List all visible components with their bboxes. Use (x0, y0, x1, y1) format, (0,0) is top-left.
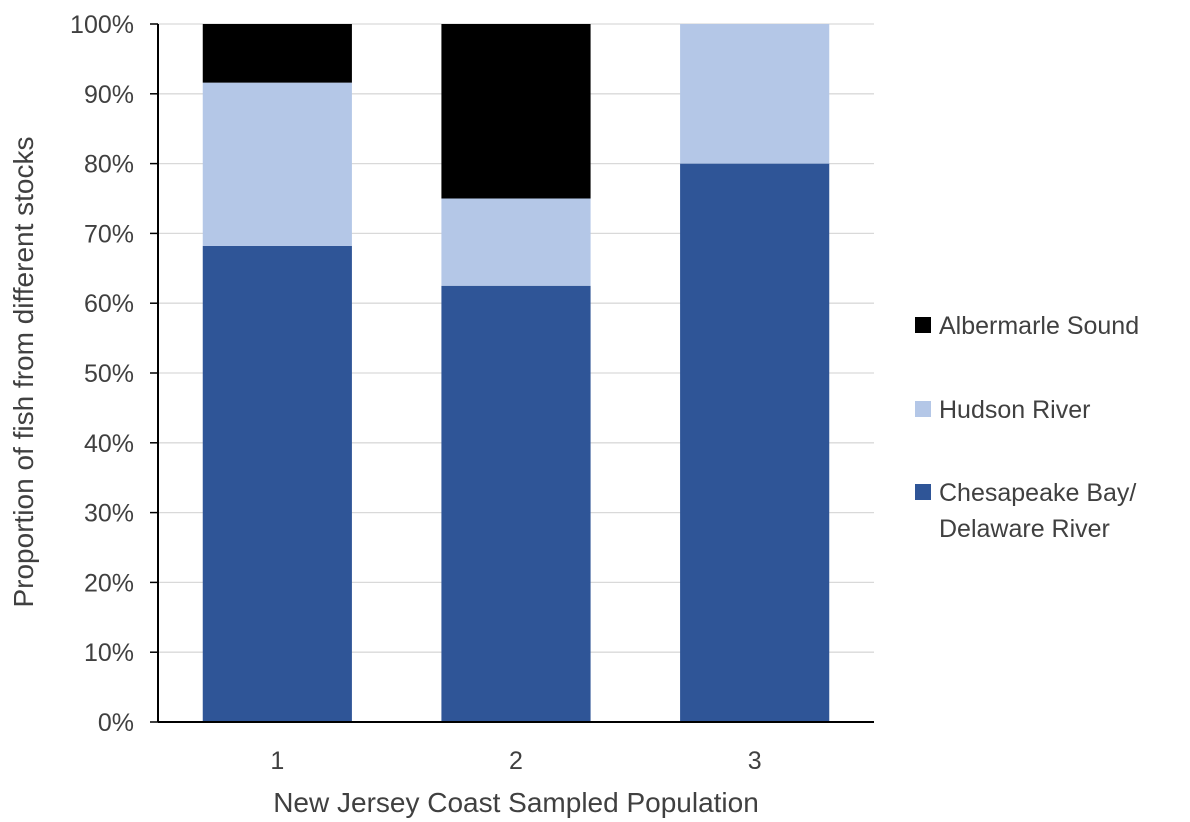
y-tick-label: 50% (84, 360, 134, 388)
y-tick-label: 60% (84, 290, 134, 318)
bars (202, 24, 830, 723)
y-tick-label: 40% (84, 430, 134, 458)
legend-swatch (915, 401, 931, 417)
legend-label: Hudson River (939, 396, 1090, 424)
y-tick-label: 80% (84, 151, 134, 179)
bar-segment-2-cat-2 (441, 198, 591, 286)
y-tick-labels: 0% 10% 20% 30% 40% 50% 60% 70% 80% 90% 100% (70, 11, 158, 737)
bar-segment-1-cat-3 (680, 163, 830, 723)
x-tick-label: 1 (270, 747, 284, 775)
bar-segment-3-cat-1 (202, 24, 352, 83)
x-tick-labels: 1 2 3 (270, 747, 761, 775)
y-axis-title: Proportion of fish from different stocks (8, 136, 39, 607)
bar-segment-2-cat-1 (202, 82, 352, 246)
y-tick-label: 30% (84, 500, 134, 528)
bar-segment-3-cat-2 (441, 24, 591, 199)
x-axis-title: New Jersey Coast Sampled Population (273, 787, 759, 818)
y-tick-label: 90% (84, 81, 134, 109)
x-tick-label: 3 (748, 747, 762, 775)
bar-segment-1-cat-2 (441, 285, 591, 722)
legend: Albermarle Sound Hudson River Chesapeake B… (915, 312, 1139, 543)
y-tick-label: 100% (70, 11, 134, 39)
legend-label: Chesapeake Bay/Delaware River (939, 479, 1136, 543)
y-tick-label: 70% (84, 220, 134, 248)
bar-segment-1-cat-1 (202, 245, 352, 723)
y-tick-label: 0% (98, 709, 134, 737)
legend-label: Albermarle Sound (939, 312, 1139, 340)
bar-segment-2-cat-3 (680, 24, 830, 164)
y-tick-label: 10% (84, 639, 134, 667)
legend-swatch (915, 317, 931, 333)
y-tick-label: 20% (84, 569, 134, 597)
legend-swatch (915, 484, 931, 500)
x-tick-label: 2 (509, 747, 523, 775)
